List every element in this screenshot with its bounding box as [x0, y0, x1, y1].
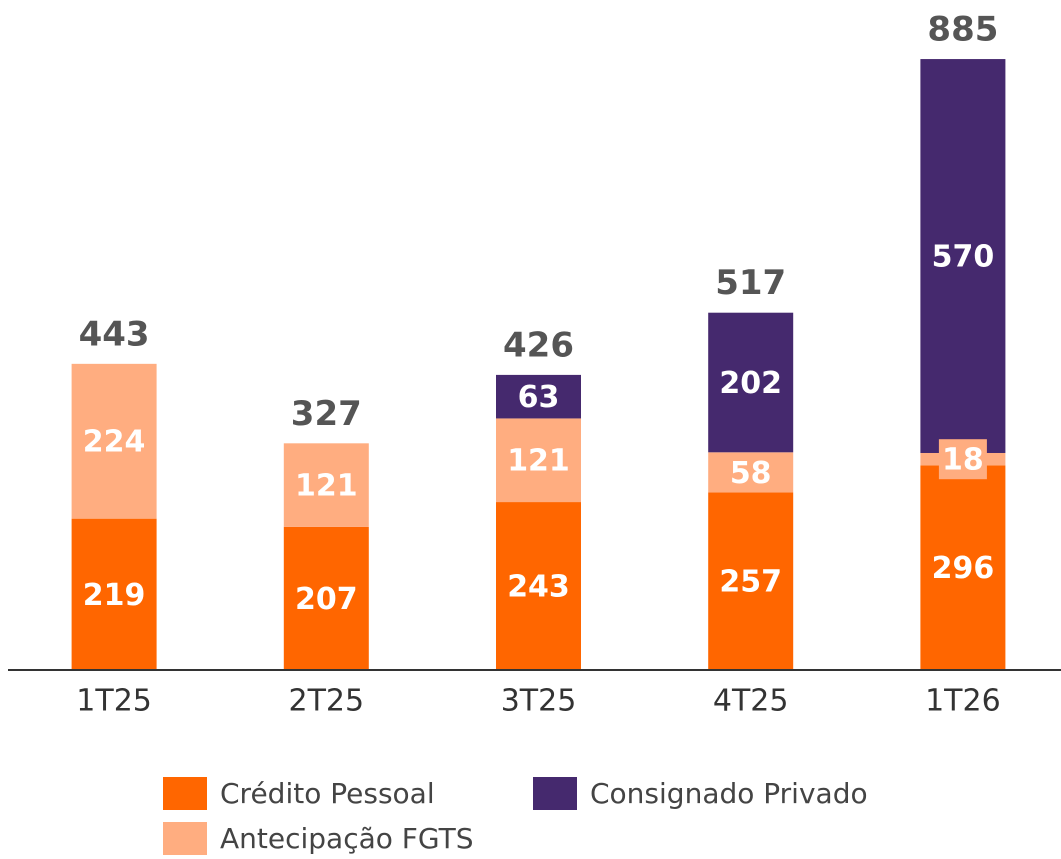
segment-label: 296: [932, 551, 995, 586]
bar-segment: [708, 452, 794, 493]
bar-segment: [71, 518, 157, 670]
bar-segment: [496, 374, 581, 419]
segment-label: 121: [295, 469, 358, 504]
legend-swatch: [163, 822, 207, 855]
legend-swatch: [163, 777, 207, 810]
bar-segment: [920, 59, 1006, 453]
segment-label: 63: [518, 380, 560, 415]
segment-label: 58: [730, 456, 772, 491]
total-label: 885: [927, 10, 998, 50]
label-box: [938, 439, 987, 480]
segment-label: 121: [507, 444, 570, 479]
bar-segment: [708, 312, 794, 453]
legend-label: Antecipação FGTS: [220, 822, 473, 855]
segment-label: 202: [719, 366, 782, 401]
total-label: 426: [503, 325, 574, 365]
bar-segment: [283, 443, 369, 527]
legend-label: Crédito Pessoal: [220, 777, 435, 810]
segment-label: 257: [719, 565, 782, 600]
total-label: 517: [715, 263, 786, 303]
bar-segment: [708, 492, 794, 670]
segment-label: 207: [295, 582, 358, 617]
bar-segment: [283, 526, 369, 670]
x-tick-label: 1T26: [925, 684, 1001, 719]
segment-label: 570: [932, 240, 995, 275]
x-tick-label: 2T25: [289, 684, 365, 719]
segment-label: 219: [83, 578, 146, 613]
segment-label: 224: [83, 425, 146, 460]
x-tick-label: 3T25: [501, 684, 577, 719]
total-label: 443: [79, 314, 150, 354]
x-tick-label: 1T25: [76, 684, 152, 719]
legend-label: Consignado Privado: [590, 777, 868, 810]
segment-label: 243: [507, 570, 570, 605]
bar-segment: [71, 363, 157, 519]
legend-swatch: [533, 777, 577, 810]
segment-label: 18: [942, 443, 984, 478]
bar-segment: [496, 418, 581, 503]
bar-segment: [920, 465, 1006, 670]
total-label: 327: [291, 394, 362, 434]
x-tick-label: 4T25: [713, 684, 789, 719]
bar-segment: [496, 502, 581, 670]
